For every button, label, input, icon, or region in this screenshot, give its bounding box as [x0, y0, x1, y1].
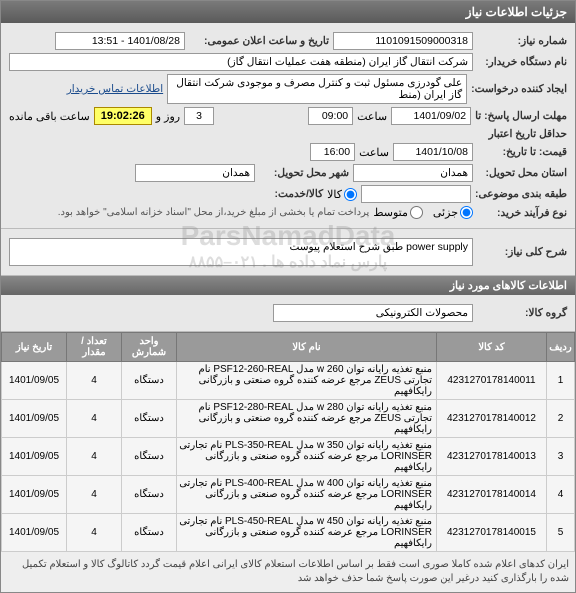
table-cell: 4 — [67, 362, 122, 400]
table-cell: 4 — [547, 476, 575, 514]
table-cell: دستگاه — [122, 362, 177, 400]
table-cell: 4231270178140012 — [437, 400, 547, 438]
payment-note: پرداخت تمام یا بخشی از مبلغ خرید،از محل … — [9, 207, 369, 218]
kala-label: کالا — [327, 188, 342, 201]
table-cell: دستگاه — [122, 476, 177, 514]
table-col-0: ردیف — [547, 333, 575, 362]
goods-group-label: گروه کالا: — [477, 307, 567, 319]
table-cell: 4 — [67, 514, 122, 552]
goods-group-section: گروه کالا: محصولات الکترونیکی — [1, 295, 575, 332]
partial-radio[interactable] — [460, 206, 473, 219]
reply-time-label: ساعت — [357, 110, 387, 123]
reply-time-field: 09:00 — [308, 107, 353, 125]
province-label: استان محل تحویل: — [477, 167, 567, 179]
contact-link[interactable]: اطلاعات تماس خریدار — [67, 83, 163, 95]
table-cell: 1401/09/05 — [2, 362, 67, 400]
table-col-3: واحد شمارش — [122, 333, 177, 362]
table-cell: 4231270178140013 — [437, 438, 547, 476]
table-header-row: ردیفکد کالانام کالاواحد شمارشتعداد / مقد… — [2, 333, 575, 362]
table-cell: 1401/09/05 — [2, 400, 67, 438]
table-cell: منبع تغذیه رایانه توان w 260 مدل PSF12-2… — [177, 362, 437, 400]
table-cell: 3 — [547, 438, 575, 476]
goods-group-field: محصولات الکترونیکی — [273, 304, 473, 322]
table-cell: دستگاه — [122, 400, 177, 438]
partial-label: جزئی — [433, 206, 458, 219]
reply-deadline-label: مهلت ارسال پاسخ: تا — [475, 110, 567, 122]
kala-radio-item[interactable]: کالا — [327, 188, 357, 201]
table-row: 34231270178140013منبع تغذیه رایانه توان … — [2, 438, 575, 476]
footer-note: ایران کدهای اعلام شده کاملا صوری است فقط… — [1, 552, 575, 592]
city-label: شهر محل تحویل: — [259, 167, 349, 179]
table-cell: 5 — [547, 514, 575, 552]
table-cell: 4 — [67, 438, 122, 476]
creator-field: علی گودرزی مسئول ثبت و کنترل مصرف و موجو… — [167, 74, 467, 104]
table-cell: 4231270178140015 — [437, 514, 547, 552]
table-cell: 4231270178140011 — [437, 362, 547, 400]
group-label: طبقه بندی موضوعی: — [475, 188, 567, 200]
table-row: 44231270178140014منبع تغذیه رایانه توان … — [2, 476, 575, 514]
table-cell: 2 — [547, 400, 575, 438]
valid-time-field: 16:00 — [310, 143, 355, 161]
valid-date-field: 1401/10/08 — [393, 143, 473, 161]
table-col-5: تاریخ نیاز — [2, 333, 67, 362]
price-to-label: قیمت: تا تاریخ: — [477, 146, 567, 158]
panel-title: جزئیات اطلاعات نیاز — [466, 5, 567, 19]
overall-label: شرح کلی نیاز: — [477, 246, 567, 258]
table-cell: 4 — [67, 476, 122, 514]
table-col-1: کد کالا — [437, 333, 547, 362]
table-cell: منبع تغذیه رایانه توان w 350 مدل PLS-350… — [177, 438, 437, 476]
remain-time-box: 19:02:26 — [94, 107, 152, 125]
medium-radio-item[interactable]: متوسط — [373, 206, 423, 219]
goods-table: ردیفکد کالانام کالاواحد شمارشتعداد / مقد… — [1, 332, 575, 552]
buyer-label: نام دستگاه خریدار: — [477, 56, 567, 68]
buy-type-label: نوع فرآیند خرید: — [477, 207, 567, 219]
pub-time-label: تاریخ و ساعت اعلان عمومی: — [189, 35, 329, 47]
valid-time-label: ساعت — [359, 146, 389, 159]
goods-subheader-title: اطلاعات کالاهای مورد نیاز — [450, 280, 567, 292]
table-col-4: تعداد / مقدار — [67, 333, 122, 362]
reply-date-field: 1401/09/02 — [391, 107, 471, 125]
table-cell: 4 — [67, 400, 122, 438]
req-no-label: شماره نیاز: — [477, 35, 567, 47]
table-cell: 1401/09/05 — [2, 514, 67, 552]
days-field: 3 — [184, 107, 214, 125]
overall-section: شرح کلی نیاز: power supply طبق شرح استعل… — [1, 229, 575, 276]
valid-label: حداقل تاریخ اعتبار — [477, 128, 567, 140]
medium-label: متوسط — [373, 206, 408, 219]
table-row: 24231270178140012منبع تغذیه رایانه توان … — [2, 400, 575, 438]
table-row: 14231270178140011منبع تغذیه رایانه توان … — [2, 362, 575, 400]
table-cell: 1401/09/05 — [2, 438, 67, 476]
group-field — [361, 185, 471, 203]
main-panel: جزئیات اطلاعات نیاز شماره نیاز: 11010915… — [0, 0, 576, 593]
table-cell: منبع تغذیه رایانه توان w 400 مدل PLS-400… — [177, 476, 437, 514]
kala-radio[interactable] — [344, 188, 357, 201]
table-cell: 4231270178140014 — [437, 476, 547, 514]
goods-subheader: اطلاعات کالاهای مورد نیاز — [1, 276, 575, 295]
khadamat-label: کالا/خدمت: — [263, 188, 323, 200]
partial-radio-item[interactable]: جزئی — [433, 206, 473, 219]
remain-label: ساعت باقی مانده — [9, 110, 90, 123]
pub-time-field: 1401/08/28 - 13:51 — [55, 32, 185, 50]
table-cell: منبع تغذیه رایانه توان w 450 مدل PLS-450… — [177, 514, 437, 552]
table-cell: دستگاه — [122, 514, 177, 552]
table-cell: 1 — [547, 362, 575, 400]
table-cell: منبع تغذیه رایانه توان w 280 مدل PSF12-2… — [177, 400, 437, 438]
medium-radio[interactable] — [410, 206, 423, 219]
panel-header: جزئیات اطلاعات نیاز — [1, 1, 575, 23]
buyer-field: شرکت انتقال گاز ایران (منطقه هفت عملیات … — [9, 53, 473, 71]
city-field: همدان — [135, 164, 255, 182]
province-field: همدان — [353, 164, 473, 182]
table-cell: 1401/09/05 — [2, 476, 67, 514]
overall-field: power supply طبق شرح استعلام پیوست — [9, 238, 473, 266]
req-no-field: 1101091509000318 — [333, 32, 473, 50]
day-label: روز و — [156, 110, 180, 123]
table-row: 54231270178140015منبع تغذیه رایانه توان … — [2, 514, 575, 552]
table-cell: دستگاه — [122, 438, 177, 476]
info-section: شماره نیاز: 1101091509000318 تاریخ و ساع… — [1, 23, 575, 229]
table-col-2: نام کالا — [177, 333, 437, 362]
table-body: 14231270178140011منبع تغذیه رایانه توان … — [2, 362, 575, 552]
creator-label: ایجاد کننده درخواست: — [471, 83, 567, 95]
